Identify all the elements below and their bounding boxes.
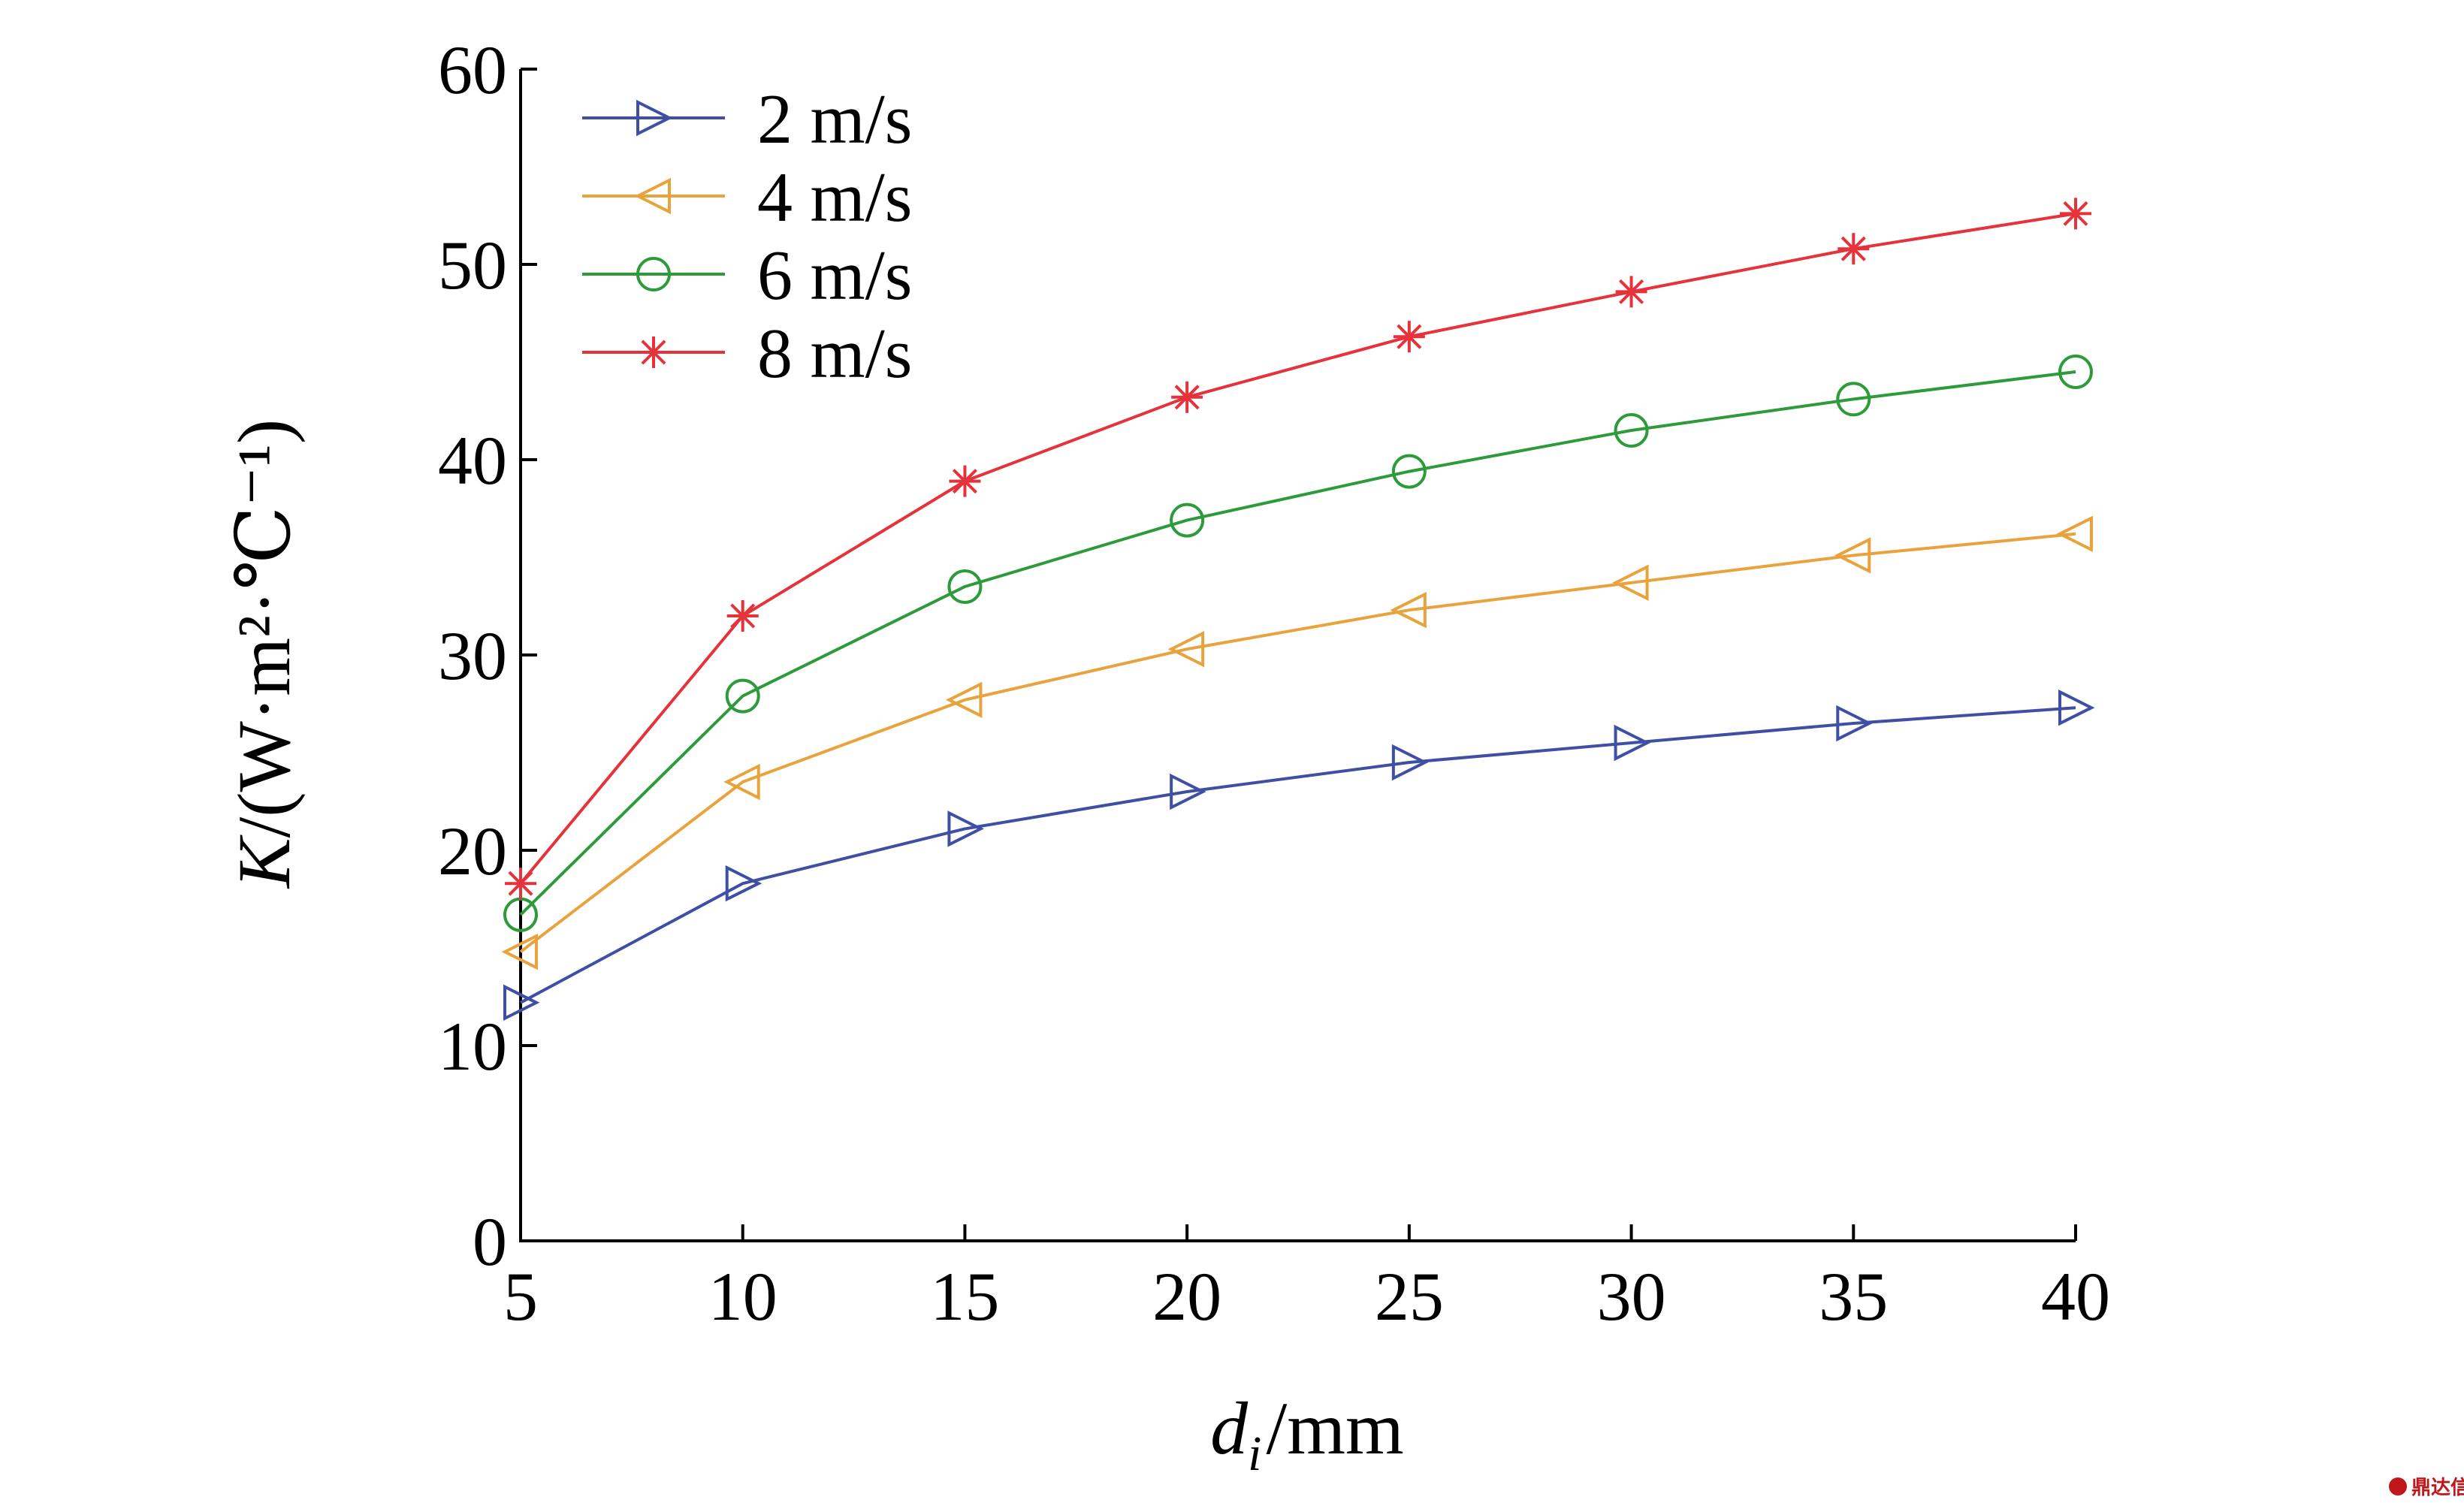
data-point (725, 865, 762, 902)
data-point (1171, 381, 1203, 413)
y-tick-label: 30 (438, 617, 507, 694)
axis-lines (519, 69, 2076, 1242)
axes: 0 10 20 30 40 50 60 5 10 15 20 25 30 35 40 (438, 32, 2110, 1335)
y-axis-title: K/(W·m²·℃⁻¹) (222, 419, 306, 889)
data-point (2058, 689, 2095, 726)
data-point (1614, 413, 1649, 448)
legend-marker (636, 257, 671, 291)
data-point (505, 868, 536, 900)
legend: 2 m/s4 m/s6 m/s8 m/s (582, 80, 912, 393)
x-tick-label: 25 (1375, 1258, 1444, 1335)
series-line (519, 370, 2076, 916)
data-point (1391, 744, 1429, 781)
y-tick-label: 0 (473, 1203, 507, 1280)
y-tick-label: 60 (438, 32, 507, 108)
y-tick-label: 10 (438, 1008, 507, 1085)
y-tick-label: 40 (438, 422, 507, 499)
x-tick-label: 40 (2041, 1258, 2110, 1335)
data-point (1393, 321, 1425, 353)
legend-marker (636, 99, 673, 137)
series-1 (503, 689, 2095, 1022)
legend-marker (638, 337, 669, 368)
legend-label: 2 m/s (757, 80, 912, 158)
x-tick-label: 30 (1597, 1258, 1666, 1335)
legend-entry: 4 m/s (582, 158, 912, 237)
series-2 (501, 515, 2093, 970)
legend-entry: 8 m/s (582, 315, 912, 393)
series-layer (501, 198, 2095, 1022)
watermark-logo-icon (2389, 1477, 2407, 1495)
x-axis-title: di/mm (1210, 1387, 1404, 1481)
x-tick-label: 10 (708, 1258, 778, 1335)
data-point (503, 984, 540, 1022)
data-point (947, 569, 983, 604)
series-3 (503, 355, 2093, 932)
y-tick-label: 20 (438, 813, 507, 889)
data-point (726, 600, 759, 632)
data-point (1170, 773, 1206, 810)
watermark: 鼎达信 (2389, 1477, 2464, 1499)
data-point (1836, 705, 1873, 742)
y-axis-title-unit: /(W·m²·℃⁻¹) (222, 419, 306, 838)
x-tick-label: 35 (1819, 1258, 1888, 1335)
data-point (1612, 564, 1649, 602)
data-point (725, 678, 760, 714)
data-point (723, 763, 760, 801)
data-point (1391, 454, 1427, 489)
data-point (2060, 198, 2091, 230)
data-point (1834, 537, 1871, 574)
x-axis-title-unit: /mm (1266, 1387, 1403, 1470)
legend-entry: 6 m/s (582, 237, 912, 315)
data-point (1614, 724, 1651, 762)
data-point (501, 933, 538, 970)
data-point (949, 465, 981, 497)
x-tick-label: 20 (1152, 1258, 1221, 1335)
x-axis-title-subscript: i (1248, 1426, 1261, 1481)
series-4 (505, 198, 2091, 900)
legend-label: 8 m/s (757, 315, 912, 393)
data-point (1170, 503, 1205, 538)
data-point (2056, 515, 2093, 553)
x-tick-label: 5 (503, 1258, 538, 1335)
data-point (2058, 355, 2093, 389)
series-line (519, 212, 2076, 885)
data-point (1836, 382, 1871, 417)
data-point (945, 681, 983, 719)
legend-label: 4 m/s (757, 158, 912, 237)
y-tick-label: 50 (438, 227, 507, 303)
data-point (1615, 276, 1647, 308)
y-axis-title-symbol: K (222, 834, 306, 889)
legend-entry: 2 m/s (582, 80, 912, 158)
series-line (519, 532, 2076, 953)
legend-marker (634, 177, 671, 215)
legend-label: 6 m/s (757, 237, 912, 315)
data-point (1837, 233, 1870, 265)
series-line (520, 706, 2076, 1004)
x-axis-title-symbol: d (1210, 1387, 1249, 1470)
watermark-text: 鼎达信 (2411, 1477, 2464, 1499)
x-tick-label: 15 (930, 1258, 999, 1335)
data-point (1390, 591, 1427, 629)
data-point (947, 810, 984, 847)
data-point (1167, 630, 1205, 668)
